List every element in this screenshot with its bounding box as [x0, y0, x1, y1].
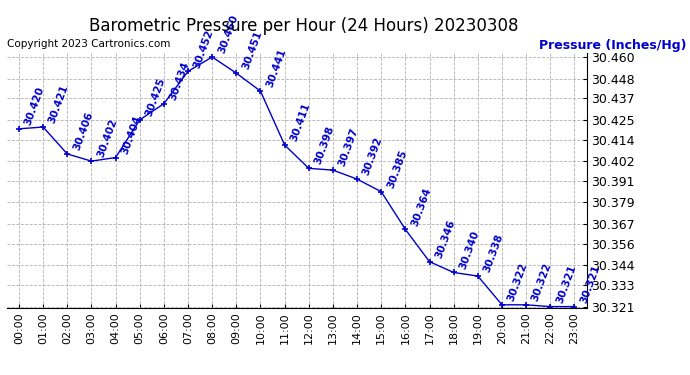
Text: 30.404: 30.404	[120, 114, 143, 155]
Text: 30.434: 30.434	[168, 60, 191, 102]
Text: 30.322: 30.322	[531, 261, 553, 303]
Text: 30.385: 30.385	[386, 148, 408, 189]
Text: 30.406: 30.406	[72, 110, 95, 152]
Text: Barometric Pressure per Hour (24 Hours) 20230308: Barometric Pressure per Hour (24 Hours) …	[89, 17, 518, 35]
Text: 30.392: 30.392	[362, 136, 384, 177]
Text: 30.420: 30.420	[23, 85, 46, 127]
Text: Pressure (Inches/Hg): Pressure (Inches/Hg)	[539, 39, 687, 53]
Text: 30.425: 30.425	[144, 76, 167, 118]
Text: 30.321: 30.321	[579, 263, 602, 305]
Text: 30.460: 30.460	[217, 13, 239, 55]
Text: 30.411: 30.411	[289, 102, 312, 143]
Text: 30.451: 30.451	[241, 30, 264, 71]
Text: 30.338: 30.338	[482, 232, 505, 274]
Text: 30.397: 30.397	[337, 127, 360, 168]
Text: 30.421: 30.421	[48, 84, 70, 125]
Text: 30.340: 30.340	[458, 229, 481, 270]
Text: 30.441: 30.441	[265, 48, 288, 89]
Text: Copyright 2023 Cartronics.com: Copyright 2023 Cartronics.com	[7, 39, 170, 50]
Text: 30.364: 30.364	[410, 186, 433, 227]
Text: 30.402: 30.402	[96, 118, 119, 159]
Text: 30.322: 30.322	[506, 261, 529, 303]
Text: 30.321: 30.321	[555, 263, 578, 305]
Text: 30.398: 30.398	[313, 125, 336, 166]
Text: 30.452: 30.452	[193, 28, 215, 69]
Text: 30.346: 30.346	[434, 218, 457, 259]
